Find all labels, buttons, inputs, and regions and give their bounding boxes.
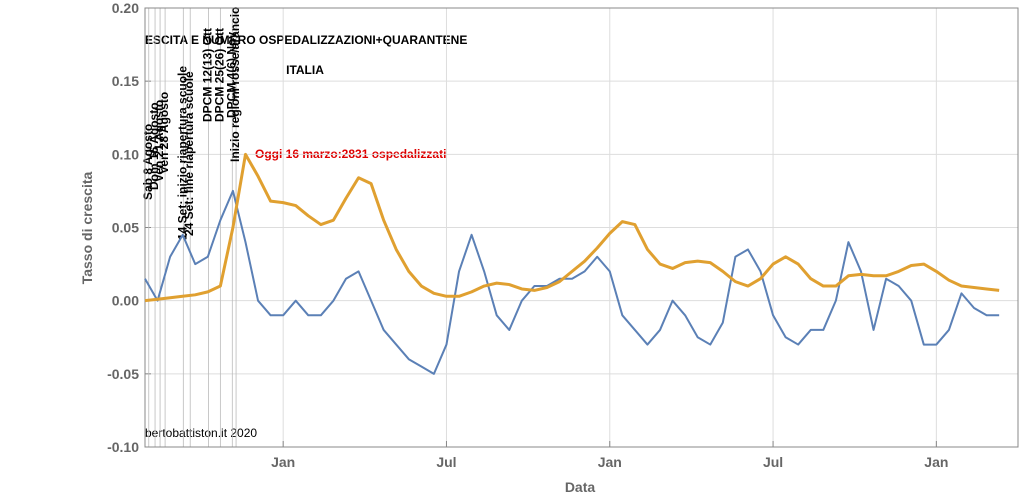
x-tick-label: Jan: [598, 454, 622, 470]
event-label: Sab 8 Agosto: [141, 124, 155, 200]
event-label: Ven 21 Agosto: [152, 100, 166, 182]
event-label: Inizio regioni rosse/arancio: [228, 7, 242, 162]
x-tick-label: Jan: [271, 454, 295, 470]
y-tick-label: 0.10: [112, 146, 139, 162]
plot-frame: [144, 7, 1019, 448]
credit: bertobattiston.it 2020: [145, 426, 257, 440]
chart-subtitle: ITALIA: [286, 63, 324, 77]
y-tick-label: -0.05: [107, 366, 139, 382]
x-tick-label: Jul: [763, 454, 783, 470]
y-tick-label: 0.20: [112, 0, 139, 16]
y-tick-label: 0.05: [112, 220, 139, 236]
event-label: Ven 28 Agosto: [157, 92, 171, 174]
y-tick-label: 0.15: [112, 73, 139, 89]
event-label: DPCM 4(6) Nov: [224, 32, 238, 118]
chart-title: ESCITA E NUMERO OSPEDALIZZAZIONI+QUARANT…: [145, 33, 467, 47]
series-line: [144, 152, 1000, 303]
x-axis-label: Data: [565, 479, 596, 495]
y-axis-label: Tasso di crescita: [79, 172, 95, 285]
y-tick-label: 0.00: [112, 293, 139, 309]
series-line: [144, 189, 1000, 375]
event-label: Dom 16 Agosto: [147, 102, 161, 190]
x-tick-label: Jan: [924, 454, 948, 470]
event-label: DPCM 25(26) Ott: [212, 28, 226, 122]
event-label: 24 Set: fine riapertura scuole: [182, 71, 196, 236]
x-tick-label: Jul: [436, 454, 456, 470]
event-label: 14 Set: inizio riapertura scuole: [175, 66, 189, 240]
event-label: DPCM 12(13) Ott: [200, 28, 214, 122]
y-tick-label: -0.10: [107, 439, 139, 455]
